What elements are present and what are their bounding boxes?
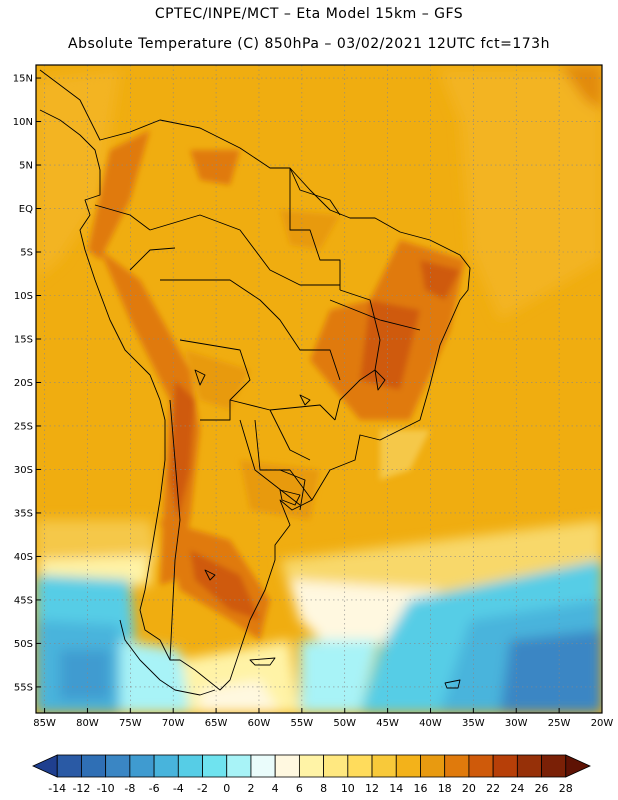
colorbar-swatch	[105, 754, 131, 778]
colorbar-swatch	[56, 754, 82, 778]
lon-label: 55W	[291, 718, 314, 729]
lon-label: 80W	[76, 718, 99, 729]
colorbar-swatch	[516, 754, 542, 778]
colorbar-swatch	[444, 754, 470, 778]
colorbar-swatch	[202, 754, 228, 778]
map-title-line2: Absolute Temperature (C) 850hPa – 03/02/…	[68, 36, 550, 52]
lat-label: 5N	[19, 161, 33, 172]
colorbar-tick-label: -14	[48, 782, 66, 795]
colorbar-tick-label: 24	[510, 782, 524, 795]
lat-lon-grid	[36, 65, 602, 713]
colorbar-swatch	[177, 754, 203, 778]
lon-label: 35W	[462, 718, 485, 729]
colorbar-tick-label: -4	[173, 782, 184, 795]
colorbar-tick-label: 8	[320, 782, 327, 795]
lat-label: 20S	[14, 378, 33, 389]
lon-label: 85W	[33, 718, 56, 729]
colorbar-tick-label: -10	[97, 782, 115, 795]
lon-label: 30W	[505, 718, 528, 729]
colorbar: -14 -12 -10 -8 -6 -4 -2 0 2 4 6 8 10 12 14 16 18 20 22 24 26…	[32, 754, 591, 795]
colorbar-swatch	[298, 754, 325, 778]
lat-label: 10N	[13, 117, 33, 128]
colorbar-tick-label: 10	[341, 782, 355, 795]
colorbar-tick-label: -2	[197, 782, 208, 795]
longitude-labels: 85W 80W 75W 70W 65W 60W 55W 50W 45W 40W 35W 30W 25W 2…	[33, 708, 613, 729]
colorbar-swatch	[371, 754, 397, 778]
colorbar-tick-label: 26	[535, 782, 549, 795]
colorbar-swatch	[153, 754, 179, 778]
colorbar-swatch	[226, 754, 252, 778]
lat-label: 25S	[14, 421, 33, 432]
lon-label: 20W	[591, 718, 614, 729]
lon-label: 45W	[376, 718, 399, 729]
coastline-and-borders	[39, 69, 471, 696]
colorbar-swatch	[81, 754, 107, 778]
lat-label: EQ	[19, 204, 33, 215]
lon-label: 65W	[205, 718, 228, 729]
colorbar-tick-label: -8	[124, 782, 135, 795]
colorbar-swatch	[347, 754, 373, 778]
colorbar-swatch	[129, 754, 155, 778]
colorbar-tick-label: 4	[272, 782, 279, 795]
map-title-line1: CPTEC/INPE/MCT – Eta Model 15km – GFS	[154, 6, 464, 22]
map-frame	[35, 64, 603, 714]
colorbar-swatch	[323, 754, 349, 778]
lat-label: 55S	[14, 682, 33, 693]
colorbar-tick-label: 16	[413, 782, 427, 795]
colorbar-tick-label: 14	[389, 782, 403, 795]
lat-label: 5S	[20, 248, 33, 259]
colorbar-tick-label: 18	[438, 782, 452, 795]
colorbar-tick-label: 0	[223, 782, 230, 795]
lon-label: 70W	[162, 718, 185, 729]
colorbar-swatch	[395, 754, 421, 778]
colorbar-swatch	[541, 754, 567, 778]
lat-label: 10S	[14, 291, 33, 302]
lat-label: 50S	[14, 639, 33, 650]
colorbar-tick-label: -6	[149, 782, 160, 795]
temperature-field	[36, 65, 602, 713]
colorbar-swatch	[565, 754, 591, 778]
colorbar-swatch	[492, 754, 518, 778]
colorbar-swatch	[274, 754, 300, 778]
lon-label: 50W	[333, 718, 356, 729]
colorbar-swatch	[32, 754, 58, 778]
colorbar-tick-label: 12	[365, 782, 379, 795]
lon-label: 25W	[548, 718, 571, 729]
colorbar-tick-label: 6	[296, 782, 303, 795]
latitude-labels: 15N 10N 5N EQ 5S 10S 15S 20S 25S 30S 35S 40S 45S 50S 5…	[13, 74, 41, 693]
colorbar-swatch	[250, 754, 276, 778]
colorbar-tick-label: 22	[486, 782, 500, 795]
lon-label: 75W	[119, 718, 142, 729]
colorbar-tick-label: 2	[247, 782, 254, 795]
colorbar-tick-label: -12	[72, 782, 90, 795]
lat-label: 15N	[13, 74, 33, 85]
lat-label: 40S	[14, 552, 33, 563]
colorbar-tick-label: 20	[462, 782, 476, 795]
colorbar-swatch	[468, 754, 494, 778]
lat-label: 15S	[14, 334, 33, 345]
lon-label: 40W	[419, 718, 442, 729]
lat-label: 30S	[14, 465, 33, 476]
colorbar-tick-label: 28	[559, 782, 573, 795]
lon-label: 60W	[248, 718, 271, 729]
lat-label: 45S	[14, 595, 33, 606]
lat-label: 35S	[14, 508, 33, 519]
colorbar-swatch	[420, 754, 446, 778]
